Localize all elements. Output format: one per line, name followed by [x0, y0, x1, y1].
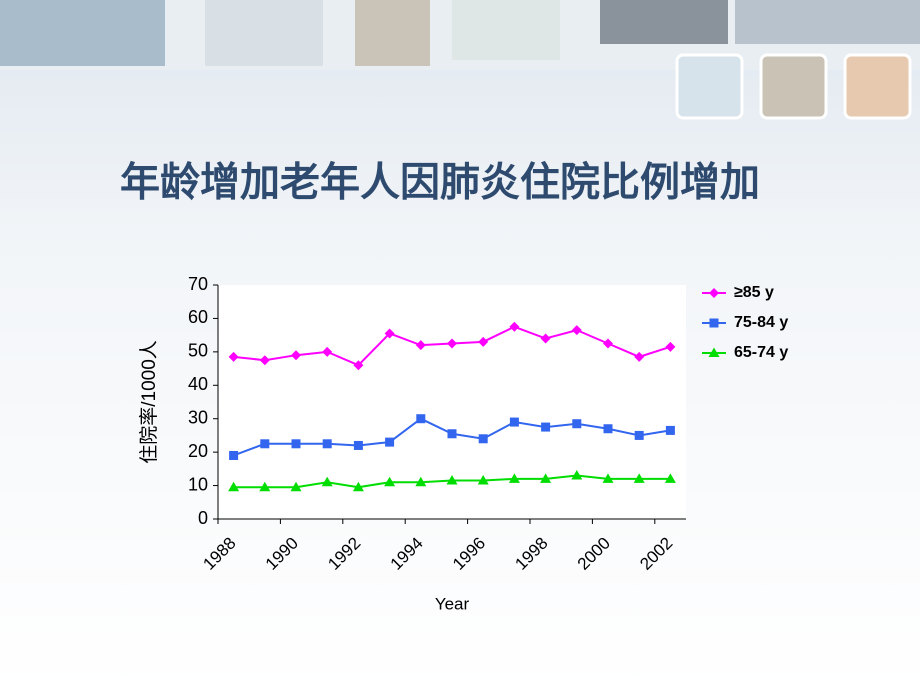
photo: [355, 0, 430, 66]
y-axis-label: 住院率/1000人: [138, 340, 160, 464]
data-point: [634, 430, 644, 440]
data-point: [633, 473, 645, 483]
data-point: [384, 476, 396, 487]
data-point: [260, 439, 270, 449]
legend-marker: [709, 318, 719, 328]
y-tick-label: 10: [188, 474, 208, 494]
data-point: [322, 439, 332, 449]
data-point: [603, 338, 613, 349]
data-point: [664, 473, 676, 483]
photo: [0, 0, 165, 66]
data-point: [478, 434, 488, 444]
data-point: [541, 422, 551, 432]
data-point: [509, 321, 520, 332]
data-point: [477, 475, 489, 485]
photo: [205, 0, 323, 66]
data-point: [665, 425, 675, 435]
photo: [452, 0, 560, 60]
photo-thumb: [843, 53, 912, 120]
data-point: [603, 424, 613, 434]
data-point: [291, 350, 301, 361]
data-point: [228, 481, 240, 492]
legend-label: ≥85 y: [734, 284, 774, 301]
data-point: [228, 351, 239, 362]
data-point: [634, 351, 645, 362]
data-point: [352, 481, 364, 492]
data-point: [415, 340, 426, 351]
photo: [600, 0, 728, 44]
data-point: [321, 476, 333, 487]
y-tick-label: 70: [188, 274, 208, 294]
data-point: [447, 338, 457, 349]
photo-thumb: [675, 53, 744, 120]
data-point: [353, 440, 363, 450]
data-point: [571, 470, 583, 480]
photo: [735, 0, 920, 44]
y-tick-label: 40: [188, 374, 208, 394]
data-point: [447, 429, 457, 439]
data-point: [509, 417, 519, 427]
data-point: [229, 450, 239, 460]
legend-label: 75-84 y: [734, 314, 788, 331]
data-point: [572, 419, 582, 429]
data-point: [385, 437, 395, 447]
photo-thumb: [759, 53, 828, 120]
data-point: [415, 476, 427, 487]
y-tick-label: 0: [198, 508, 208, 528]
data-point: [353, 360, 364, 371]
data-point: [508, 473, 520, 483]
slide-title: 年龄增加老年人因肺炎住院比例增加: [120, 161, 760, 205]
data-point: [322, 346, 333, 357]
legend-marker: [709, 288, 719, 298]
y-tick-label: 20: [188, 441, 208, 461]
legend-marker: [708, 347, 720, 357]
y-tick-label: 50: [188, 341, 208, 361]
data-point: [602, 473, 614, 483]
data-point: [290, 481, 302, 492]
y-tick-label: 60: [188, 307, 208, 327]
photo-banner: [0, 0, 920, 120]
data-point: [540, 473, 552, 483]
data-point: [259, 355, 270, 366]
data-point: [665, 341, 676, 352]
data-point: [478, 336, 489, 347]
x-axis-label: Year: [435, 594, 470, 613]
data-point: [571, 325, 582, 336]
data-point: [259, 481, 271, 492]
data-point: [384, 328, 395, 339]
data-point: [291, 439, 301, 449]
y-tick-label: 30: [188, 407, 208, 427]
data-point: [416, 414, 426, 424]
data-point: [540, 333, 551, 344]
legend-label: 65-74 y: [734, 344, 788, 361]
data-point: [446, 475, 458, 485]
